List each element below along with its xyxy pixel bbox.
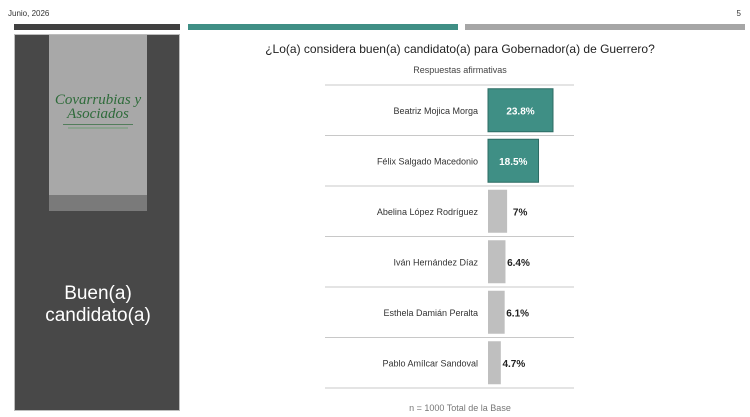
- section-title: Buen(a) candidato(a): [15, 283, 181, 327]
- top-bar-dark: [14, 24, 180, 30]
- data-label: 18.5%: [499, 157, 527, 168]
- chart-footnote: n = 1000 Total de la Base: [409, 403, 511, 413]
- bar: [488, 290, 505, 334]
- section-title-line1: Buen(a): [64, 283, 132, 304]
- data-label: 7%: [513, 207, 528, 218]
- section-title-line2: candidato(a): [45, 305, 151, 326]
- page-number: 5: [736, 9, 741, 18]
- logo-text-line1: Covarrubias y: [54, 92, 142, 108]
- category-label: Iván Hernández Díaz: [393, 257, 478, 267]
- bar: [488, 240, 506, 284]
- category-label: Pablo Amílcar Sandoval: [382, 358, 478, 368]
- logo-box-strip: [49, 195, 147, 211]
- top-bar-gray: [465, 24, 745, 30]
- data-label: 4.7%: [502, 359, 525, 370]
- logo-underline: [63, 124, 133, 125]
- logo-box: Covarrubias y Asociados: [49, 35, 147, 211]
- category-label: Félix Salgado Macedonio: [377, 156, 478, 166]
- data-label: 23.8%: [506, 106, 534, 117]
- logo-text-line2: Asociados: [67, 106, 129, 122]
- data-label: 6.1%: [506, 308, 529, 319]
- category-label: Esthela Damián Peralta: [383, 308, 478, 318]
- company-logo: Covarrubias y Asociados: [49, 93, 147, 129]
- bar: [487, 138, 540, 183]
- chart-title: ¿Lo(a) considera buen(a) candidato(a) pa…: [265, 42, 655, 56]
- data-label: 6.4%: [507, 258, 530, 269]
- chart-subtitle: Respuestas afirmativas: [413, 65, 507, 75]
- left-panel: Covarrubias y Asociados Buen(a) candidat…: [14, 34, 180, 411]
- bar: [488, 189, 508, 233]
- logo-tagline-mark: [68, 127, 128, 129]
- category-label: Beatriz Mojica Morga: [393, 106, 478, 116]
- bar: [488, 341, 501, 385]
- category-label: Abelina López Rodríguez: [377, 207, 479, 217]
- top-bar-teal: [188, 24, 458, 30]
- bar: [487, 88, 554, 133]
- report-date: Junio, 2026: [8, 9, 50, 18]
